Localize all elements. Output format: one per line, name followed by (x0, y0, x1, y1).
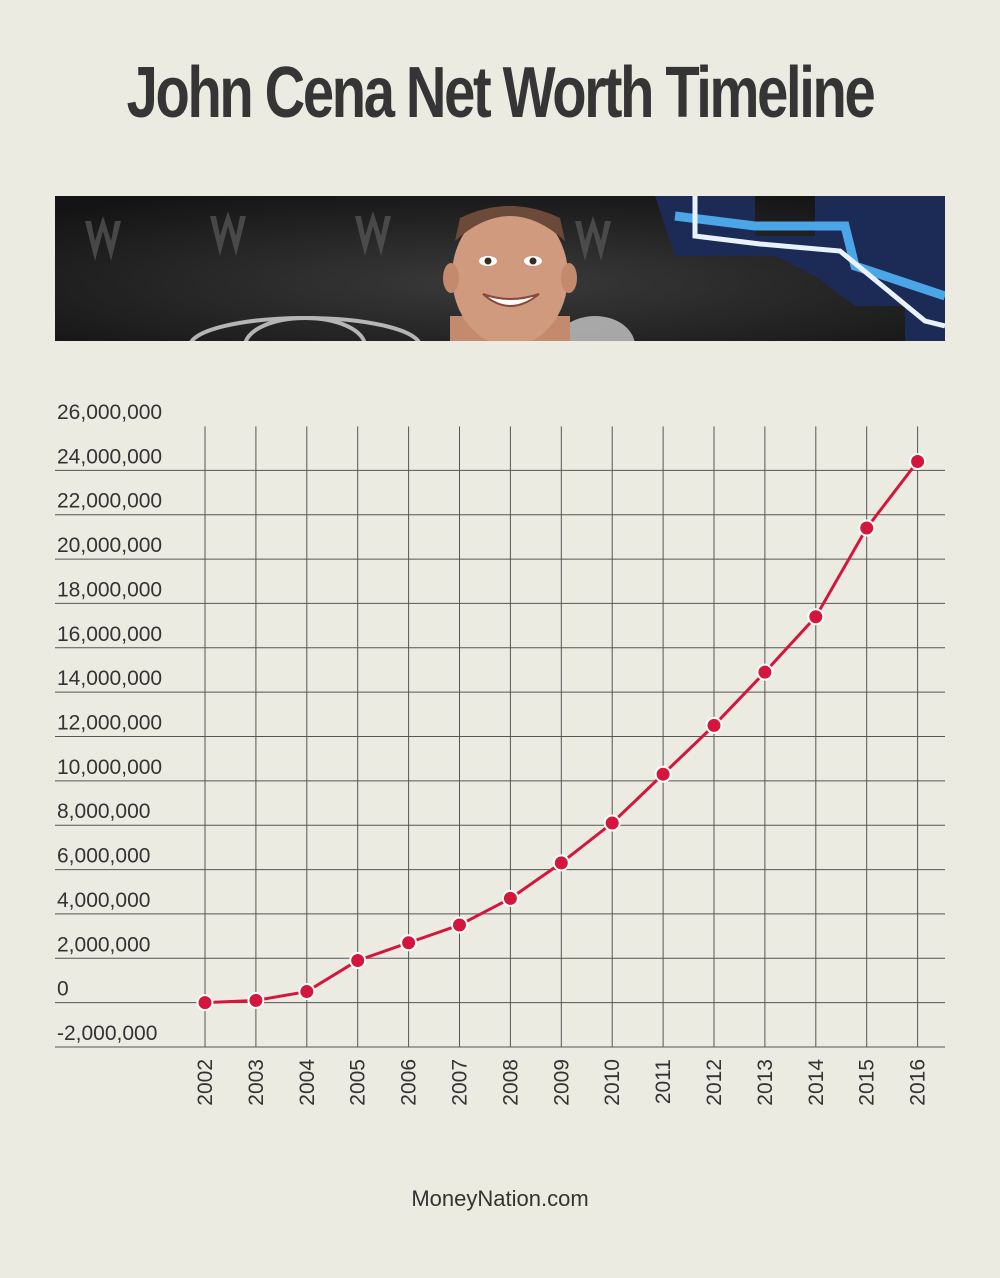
chart-area: 26,000,000 24,000,000 22,000,000 20,000,000… (0, 380, 1000, 1120)
y-tick-label: 20,000,000 (57, 534, 162, 557)
y-tick-label: -2,000,000 (57, 1022, 157, 1045)
x-tick-label: 2002 (194, 1059, 217, 1106)
y-tick-label: 14,000,000 (57, 667, 162, 690)
y-tick-label: 10,000,000 (57, 756, 162, 779)
y-tick-label: 8,000,000 (57, 800, 150, 823)
net-worth-line-chart: 26,000,000 24,000,000 22,000,000 20,000,000… (55, 401, 945, 1106)
x-tick-label: 2016 (907, 1059, 930, 1106)
x-tick-label: 2003 (245, 1059, 268, 1106)
data-point (451, 916, 468, 934)
data-point (858, 519, 876, 537)
page-title: John Cena Net Worth Timeline (126, 53, 876, 133)
x-tick-label: 2005 (347, 1059, 370, 1106)
data-point (298, 983, 316, 1001)
data-point (705, 716, 723, 734)
y-tick-label: 4,000,000 (57, 889, 150, 912)
data-point (552, 854, 570, 872)
data-point (501, 889, 519, 907)
data-point (756, 663, 774, 681)
x-tick-label: 2014 (805, 1059, 828, 1106)
y-tick-label: 24,000,000 (57, 445, 162, 468)
data-point (349, 952, 367, 970)
data-point (807, 608, 825, 626)
data-point (654, 765, 672, 783)
y-tick-label: 6,000,000 (57, 845, 150, 868)
banner-image (55, 196, 945, 341)
y-tick-label: 18,000,000 (57, 578, 162, 601)
y-tick-label: 22,000,000 (57, 490, 162, 513)
y-tick-label: 12,000,000 (57, 712, 162, 735)
source-credit: MoneyNation.com (411, 1186, 589, 1211)
y-tick-label: 0 (57, 978, 69, 1001)
x-tick-label: 2013 (754, 1059, 777, 1106)
y-tick-label: 26,000,000 (57, 401, 162, 424)
y-tick-label: 2,000,000 (57, 933, 150, 956)
x-tick-label: 2011 (652, 1059, 675, 1104)
net-worth-points (196, 452, 927, 1012)
x-tick-label: 2010 (601, 1059, 624, 1106)
data-point (196, 994, 214, 1012)
data-point (603, 814, 621, 832)
data-point (909, 452, 927, 470)
x-tick-label: 2015 (856, 1059, 879, 1106)
x-tick-label: 2012 (703, 1059, 726, 1106)
x-tick-label: 2004 (296, 1059, 319, 1106)
x-tick-label: 2009 (550, 1059, 573, 1106)
x-tick-label: 2008 (499, 1059, 522, 1106)
banner-photo (55, 196, 945, 341)
x-tick-label: 2006 (398, 1059, 421, 1106)
x-tick-label: 2007 (449, 1059, 472, 1106)
data-point (400, 934, 418, 952)
grid-lines (55, 426, 945, 1048)
y-axis-tick-labels: 26,000,000 24,000,000 22,000,000 20,000,000… (57, 401, 162, 1045)
data-point (247, 991, 265, 1009)
x-axis-tick-labels: 2002 2003 2004 2005 2006 2007 2008 2009 2010 2011… (194, 1059, 930, 1106)
y-tick-label: 16,000,000 (57, 623, 162, 646)
